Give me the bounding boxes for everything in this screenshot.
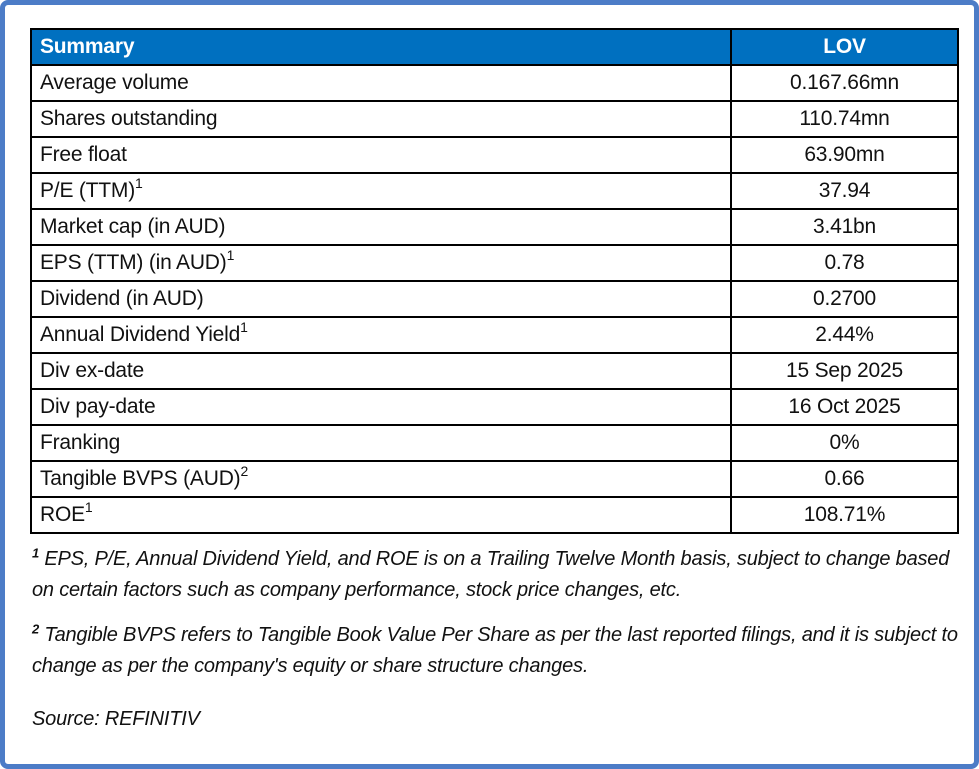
row-label-cell: Annual Dividend Yield1: [30, 316, 732, 354]
row-value: 15 Sep 2025: [730, 352, 959, 390]
footnote-1-text: EPS, P/E, Annual Dividend Yield, and ROE…: [32, 548, 950, 601]
table-row: Average volume 0.167.66mn: [30, 64, 959, 102]
footnote-1: 1 EPS, P/E, Annual Dividend Yield, and R…: [32, 544, 958, 606]
row-value: 108.71%: [730, 496, 959, 534]
row-value: 0.167.66mn: [730, 64, 959, 102]
row-label: Annual Dividend Yield: [40, 323, 241, 346]
row-label: Dividend (in AUD): [40, 287, 204, 310]
table-header-row: Summary LOV: [30, 28, 959, 66]
table-row: Free float 63.90mn: [30, 136, 959, 174]
row-label: Div pay-date: [40, 395, 156, 418]
footnote-2-superscript: 2: [32, 621, 40, 637]
table-row: Dividend (in AUD) 0.2700: [30, 280, 959, 318]
row-label: EPS (TTM) (in AUD): [40, 251, 227, 274]
table-row: Market cap (in AUD) 3.41bn: [30, 208, 959, 246]
table-row: Annual Dividend Yield1 2.44%: [30, 316, 959, 354]
row-value: 110.74mn: [730, 100, 959, 138]
row-label-cell: Shares outstanding: [30, 100, 732, 138]
table-row: Div ex-date 15 Sep 2025: [30, 352, 959, 390]
table-row: Shares outstanding 110.74mn: [30, 100, 959, 138]
footnotes-section: 1 EPS, P/E, Annual Dividend Yield, and R…: [30, 544, 960, 731]
row-value: 16 Oct 2025: [730, 388, 959, 426]
row-value: 0.78: [730, 244, 959, 282]
row-label-cell: Div ex-date: [30, 352, 732, 390]
row-label: Average volume: [40, 71, 189, 94]
footnote-2: 2 Tangible BVPS refers to Tangible Book …: [32, 620, 958, 682]
table-row: EPS (TTM) (in AUD)1 0.78: [30, 244, 959, 282]
row-value: 3.41bn: [730, 208, 959, 246]
row-label-cell: Franking: [30, 424, 732, 462]
footnote-2-text: Tangible BVPS refers to Tangible Book Va…: [32, 624, 958, 677]
row-label-cell: Tangible BVPS (AUD)2: [30, 460, 732, 498]
header-cell-summary: Summary: [30, 28, 732, 66]
row-label-superscript: 1: [84, 499, 93, 515]
row-value: 0%: [730, 424, 959, 462]
row-label-cell: P/E (TTM)1: [30, 172, 732, 210]
row-label-superscript: 1: [226, 247, 235, 263]
table-row: Franking 0%: [30, 424, 959, 462]
row-value: 0.66: [730, 460, 959, 498]
row-value: 2.44%: [730, 316, 959, 354]
source-text: Source: REFINITIV: [32, 708, 200, 730]
footnote-1-superscript: 1: [32, 545, 40, 561]
table-row: Div pay-date 16 Oct 2025: [30, 388, 959, 426]
row-value: 0.2700: [730, 280, 959, 318]
row-label: Free float: [40, 143, 127, 166]
row-label-cell: ROE1: [30, 496, 732, 534]
row-label-cell: Dividend (in AUD): [30, 280, 732, 318]
row-label: ROE: [40, 503, 85, 526]
row-label-cell: Average volume: [30, 64, 732, 102]
row-label-superscript: 2: [240, 463, 249, 479]
row-label: Market cap (in AUD): [40, 215, 226, 238]
row-label: Tangible BVPS (AUD): [40, 467, 241, 490]
header-cell-lov: LOV: [730, 28, 959, 66]
row-value: 63.90mn: [730, 136, 959, 174]
summary-table: Summary LOV Average volume 0.167.66mn Sh…: [30, 28, 959, 534]
row-label-cell: EPS (TTM) (in AUD)1: [30, 244, 732, 282]
row-label-cell: Div pay-date: [30, 388, 732, 426]
row-label: P/E (TTM): [40, 179, 136, 202]
row-label: Franking: [40, 431, 121, 454]
row-label: Div ex-date: [40, 359, 145, 382]
row-label-superscript: 1: [240, 319, 248, 335]
table-row: ROE1 108.71%: [30, 496, 959, 534]
row-value: 37.94: [730, 172, 959, 210]
row-label-cell: Market cap (in AUD): [30, 208, 732, 246]
table-row: P/E (TTM)1 37.94: [30, 172, 959, 210]
row-label: Shares outstanding: [40, 107, 218, 130]
row-label-superscript: 1: [135, 175, 143, 191]
row-label-cell: Free float: [30, 136, 732, 174]
table-row: Tangible BVPS (AUD)2 0.66: [30, 460, 959, 498]
